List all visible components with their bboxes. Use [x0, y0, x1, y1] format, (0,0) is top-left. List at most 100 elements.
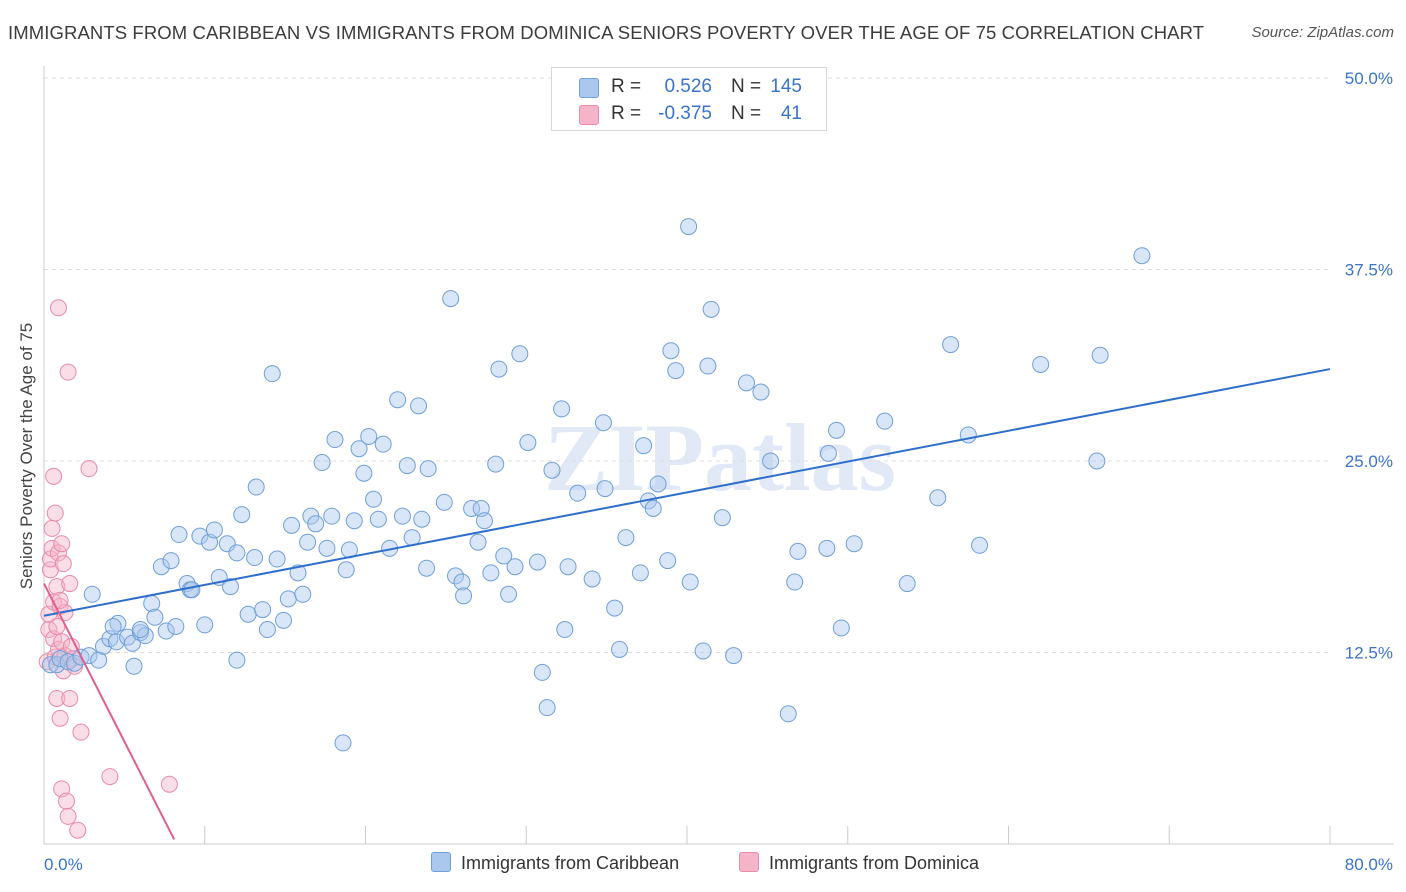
caribbean-point: [170, 526, 188, 544]
caribbean-point: [959, 426, 977, 444]
caribbean-point: [455, 587, 473, 605]
caribbean-point: [818, 539, 836, 557]
caribbean-point: [152, 558, 170, 576]
caribbean-point: [681, 573, 699, 591]
caribbean-point: [389, 391, 407, 409]
caribbean-point: [596, 480, 614, 498]
caribbean-point: [313, 454, 331, 472]
caribbean-point: [538, 699, 556, 717]
caribbean-point: [393, 507, 411, 525]
caribbean-point: [789, 542, 807, 560]
dominica-point: [45, 467, 63, 485]
x-tick-label: 80.0%: [1345, 855, 1393, 874]
caribbean-point: [167, 617, 185, 635]
y-tick-label: 50.0%: [1345, 69, 1393, 88]
caribbean-point: [610, 640, 628, 658]
caribbean-point: [845, 535, 863, 553]
grid-lines: [44, 77, 1330, 653]
dominica-point: [58, 792, 76, 810]
dominica-point: [69, 821, 87, 839]
caribbean-point: [631, 564, 649, 582]
dominica-point: [48, 689, 66, 707]
caribbean-point: [762, 452, 780, 470]
caribbean-point: [228, 651, 246, 669]
caribbean-point: [228, 544, 246, 562]
caribbean-point: [307, 515, 325, 533]
caribbean-point: [819, 444, 837, 462]
dominica-point: [59, 807, 77, 825]
n-value: 145: [770, 76, 802, 97]
caribbean-point: [898, 575, 916, 593]
caribbean-point: [667, 362, 685, 380]
caribbean-point: [649, 475, 667, 493]
dominica-point: [80, 460, 98, 478]
caribbean-point: [398, 457, 416, 475]
dominica-point: [160, 775, 178, 793]
caribbean-point: [146, 608, 164, 626]
dominica-point: [43, 519, 61, 537]
axes: [43, 66, 1394, 845]
caribbean-point: [254, 601, 272, 619]
caribbean-point: [239, 605, 257, 623]
dominica-point: [49, 544, 67, 562]
caribbean-point: [942, 336, 960, 354]
stats-legend: R = 0.526 N = 145 R = -0.375 N = 41: [551, 67, 827, 131]
caribbean-point: [506, 558, 524, 576]
caribbean-point: [702, 300, 720, 318]
caribbean-point: [713, 509, 731, 527]
caribbean-point: [247, 478, 265, 496]
caribbean-point: [205, 521, 223, 539]
caribbean-point: [263, 365, 281, 383]
dominica-point: [46, 504, 64, 522]
caribbean-point: [594, 414, 612, 432]
dominica-point: [61, 575, 79, 593]
caribbean-point: [556, 621, 574, 639]
caribbean-point: [500, 585, 518, 603]
caribbean-point: [183, 581, 201, 599]
caribbean-point: [337, 561, 355, 579]
caribbean-point: [109, 614, 127, 632]
legend-item-caribbean[interactable]: Immigrants from Caribbean: [431, 852, 679, 874]
caribbean-swatch: [431, 852, 451, 872]
dominica-trend-line: [43, 583, 176, 840]
series-legend: Immigrants from Caribbean Immigrants fro…: [0, 852, 1406, 878]
dominica-point: [101, 768, 119, 786]
caribbean-point: [233, 506, 251, 524]
dominica-swatch: [579, 105, 599, 125]
caribbean-point: [131, 621, 149, 639]
caribbean-point: [694, 642, 712, 660]
series-caribbean-points: [41, 218, 1151, 752]
caribbean-point: [162, 552, 180, 570]
caribbean-point: [680, 218, 698, 236]
caribbean-point: [334, 734, 352, 752]
legend-item-dominica[interactable]: Immigrants from Dominica: [739, 852, 979, 874]
caribbean-swatch: [579, 78, 599, 98]
dominica-point: [59, 363, 77, 381]
tick-labels: 12.5% 25.0% 37.5% 50.0% 0.0% 80.0%: [44, 69, 1393, 874]
caribbean-point: [662, 342, 680, 360]
caribbean-point: [543, 461, 561, 479]
caribbean-point: [511, 345, 529, 363]
caribbean-point: [447, 567, 465, 585]
caribbean-point: [221, 578, 239, 596]
caribbean-point: [559, 558, 577, 576]
dominica-point: [61, 689, 79, 707]
caribbean-trend-line: [43, 368, 1331, 617]
caribbean-point: [1088, 452, 1106, 470]
dominica-point: [53, 535, 71, 553]
caribbean-point: [876, 412, 894, 430]
dominica-point: [51, 709, 69, 727]
caribbean-point: [832, 619, 850, 637]
caribbean-point: [125, 657, 143, 675]
caribbean-point: [323, 507, 341, 525]
x-tick-label: 0.0%: [44, 855, 83, 874]
r-label: R =: [611, 103, 642, 124]
caribbean-point: [475, 512, 493, 530]
caribbean-point: [59, 653, 77, 671]
caribbean-point: [786, 573, 804, 591]
caribbean-point: [419, 460, 437, 478]
caribbean-point: [827, 421, 845, 439]
n-label: N =: [731, 76, 762, 97]
r-value: -0.375: [658, 103, 712, 124]
n-value: 41: [780, 103, 802, 124]
